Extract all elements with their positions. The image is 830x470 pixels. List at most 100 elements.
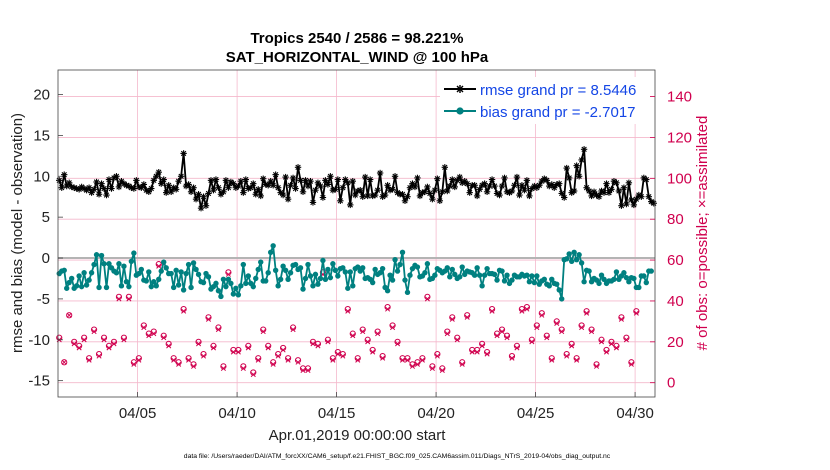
obs-assimilated-marker <box>195 341 202 347</box>
rmse-point <box>319 194 327 201</box>
bias-point <box>621 270 627 276</box>
rmse-point <box>483 188 491 196</box>
bias-point <box>230 291 237 297</box>
rmse-point <box>138 184 145 191</box>
bias-point <box>190 260 197 266</box>
obs-assimilated-marker <box>613 345 619 351</box>
bias-point <box>218 293 224 300</box>
obs-assimilated-marker <box>589 329 595 335</box>
bias-point <box>347 269 353 275</box>
obs-assimilated-marker <box>230 349 236 355</box>
rmse-point <box>623 200 630 208</box>
rmse-point <box>282 173 289 181</box>
bias-point <box>471 272 478 278</box>
rmse-point <box>140 181 148 188</box>
rmse-point <box>222 177 230 184</box>
rmse-point <box>558 190 565 197</box>
y-tick-label-right: 40 <box>667 293 684 310</box>
bias-point <box>531 279 538 286</box>
rmse-point <box>344 179 351 187</box>
obs-assimilated-marker <box>499 329 505 335</box>
obs-assimilated-marker <box>161 335 167 341</box>
bias-point <box>98 252 105 259</box>
rmse-point <box>359 193 366 200</box>
legend-bias-label: bias grand pr = -2.7017 <box>480 104 636 121</box>
rmse-point <box>434 175 441 182</box>
obs-assimilated-marker <box>325 339 331 345</box>
bias-point <box>205 274 212 280</box>
rmse-point <box>404 193 411 200</box>
rmse-point <box>384 182 391 189</box>
bias-point <box>623 274 630 281</box>
bias-point <box>136 270 142 277</box>
bias-point <box>384 288 391 294</box>
rmse-point <box>202 202 210 209</box>
rmse-point <box>441 164 449 171</box>
bias-point <box>240 261 247 268</box>
bias-point <box>332 267 339 273</box>
bias-point <box>158 268 164 274</box>
rmse-point <box>578 156 585 164</box>
bias-point <box>330 261 336 267</box>
obs-assimilated-marker <box>424 296 430 302</box>
axis-ticks: 04/05 04/10 04/15 04/20 04/25 04/30 20 15 10 5 0 -5… <box>28 87 692 422</box>
bias-point <box>173 267 179 273</box>
obs-assimilated-marker <box>464 314 470 320</box>
chart-subtitle: SAT_HORIZONTAL_WIND @ 100 hPa <box>226 49 489 66</box>
rmse-point <box>620 184 628 191</box>
rmse-point <box>349 177 356 185</box>
bias-point <box>414 264 421 270</box>
rmse-point <box>357 186 364 194</box>
obs-assimilated-marker <box>399 357 406 363</box>
rmse-point <box>215 184 222 191</box>
rmse-point <box>513 173 521 181</box>
obs-assimilated-marker <box>240 365 246 371</box>
rmse-point <box>242 176 250 183</box>
bias-point <box>449 266 455 273</box>
rmse-point <box>389 186 396 193</box>
bias-point <box>148 283 154 290</box>
obs-assimilated-marker <box>146 333 152 339</box>
obs-assimilated-marker <box>489 308 495 314</box>
bias-point <box>546 283 552 289</box>
rmse-point <box>309 199 317 206</box>
rmse-point <box>292 185 299 192</box>
rmse-point <box>563 164 570 172</box>
y-tick-label-left: 20 <box>33 87 50 104</box>
rmse-point <box>294 164 302 171</box>
x-tick-label: 04/20 <box>417 405 455 422</box>
bias-point <box>457 274 463 280</box>
rmse-point <box>250 180 257 187</box>
bias-point <box>432 272 438 278</box>
bias-point <box>146 269 152 275</box>
y-tick-label-right: 20 <box>667 334 684 351</box>
rmse-point <box>192 195 200 203</box>
bias-point <box>335 273 341 279</box>
bias-point <box>447 274 453 280</box>
bias-point <box>297 265 304 271</box>
obs-assimilated-marker <box>265 345 271 351</box>
bias-point <box>96 284 102 291</box>
x-axis-label: Apr.01,2019 00:00:00 start <box>269 427 447 444</box>
bias-point <box>282 267 289 273</box>
obs-assimilated-marker <box>76 345 82 351</box>
obs-assimilated-marker <box>539 312 545 318</box>
bias-point <box>235 292 242 298</box>
bias-point <box>541 276 548 282</box>
rmse-point <box>207 177 215 184</box>
rmse-point <box>195 191 202 198</box>
plot-frame <box>57 69 656 398</box>
y-tick-label-left: 15 <box>33 127 50 144</box>
bias-point <box>444 265 450 271</box>
bias-point <box>302 275 309 282</box>
bias-point <box>106 261 112 267</box>
obs-assimilated-marker <box>603 349 610 355</box>
rmse-point <box>85 184 93 191</box>
rmse-point <box>501 174 508 182</box>
rmse-point <box>212 176 220 183</box>
bias-point <box>258 259 264 265</box>
bias-point <box>128 258 135 264</box>
obs-assimilated-marker <box>519 308 525 314</box>
obs-assimilated-marker <box>419 357 425 363</box>
y-tick-label-left: 0 <box>42 250 50 267</box>
